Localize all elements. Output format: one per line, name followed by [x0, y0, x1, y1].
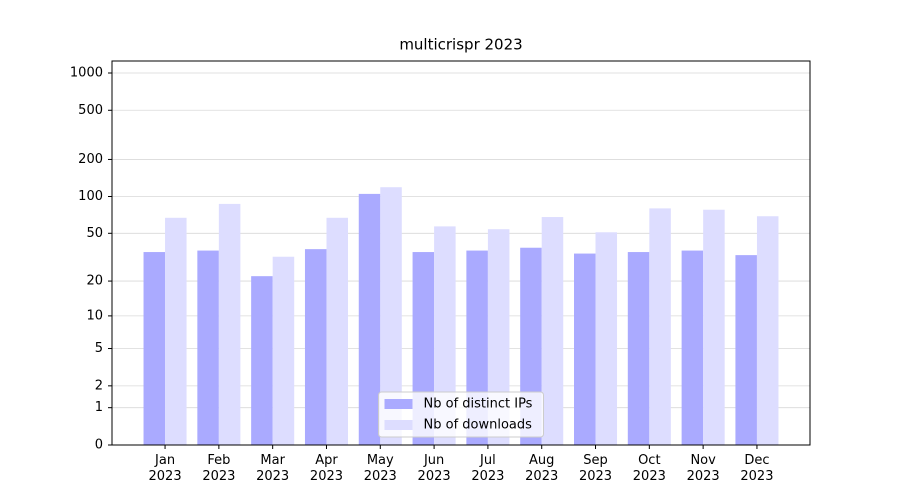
y-tick-label: 5 [95, 341, 103, 356]
bar [143, 252, 166, 445]
bar [681, 250, 704, 445]
bar [541, 217, 564, 445]
x-tick-label: Jan 2023 [148, 453, 182, 484]
x-tick-label: Aug 2023 [525, 453, 559, 484]
bar [251, 276, 273, 445]
legend-box [378, 391, 544, 438]
x-tick-label: Oct 2023 [632, 453, 666, 484]
x-tick-label: Apr 2023 [309, 453, 344, 484]
bar [358, 193, 381, 445]
y-tick-label: 200 [78, 152, 103, 167]
legend-swatch [384, 420, 413, 430]
x-tick-label: Dec 2023 [740, 453, 774, 484]
x-tick-label: Jul 2023 [471, 453, 505, 484]
bar [735, 255, 757, 445]
bar [434, 226, 456, 445]
legend-swatch [384, 399, 413, 409]
bar [573, 253, 596, 445]
x-tick-label: Mar 2023 [256, 453, 290, 484]
bar [165, 217, 187, 445]
bar [756, 216, 779, 445]
y-tick-label: 1000 [70, 66, 103, 81]
x-tick-label: May 2023 [363, 453, 397, 484]
bar [703, 209, 725, 445]
x-tick-label: Jun 2023 [417, 453, 451, 484]
chart-title: multicrispr 2023 [399, 36, 522, 54]
y-tick-label: 20 [86, 274, 103, 289]
bar [272, 256, 295, 445]
bar [649, 208, 671, 445]
y-tick-label: 2 [95, 378, 103, 393]
legend-label: Nb of distinct IPs [424, 397, 533, 412]
bar [326, 217, 349, 445]
y-tick-label: 100 [78, 189, 103, 204]
bar [595, 232, 618, 445]
y-tick-label: 500 [78, 103, 103, 118]
bar [487, 229, 510, 445]
x-tick-label: Sep 2023 [578, 453, 613, 484]
bar [197, 250, 219, 445]
x-tick-label: Feb 2023 [202, 453, 236, 484]
bar [627, 252, 650, 445]
x-tick-label: Nov 2023 [686, 453, 720, 484]
bar [218, 203, 241, 445]
y-tick-label: 0 [95, 438, 103, 453]
legend-label: Nb of downloads [424, 418, 533, 433]
legend: Nb of distinct IPs Nb of downloads [378, 391, 544, 438]
y-tick-label: 1 [95, 400, 103, 415]
bar [380, 187, 402, 445]
bar [304, 249, 327, 445]
plot-frame [111, 60, 811, 446]
y-tick-label: 50 [86, 226, 103, 241]
y-tick-label: 10 [86, 308, 103, 323]
